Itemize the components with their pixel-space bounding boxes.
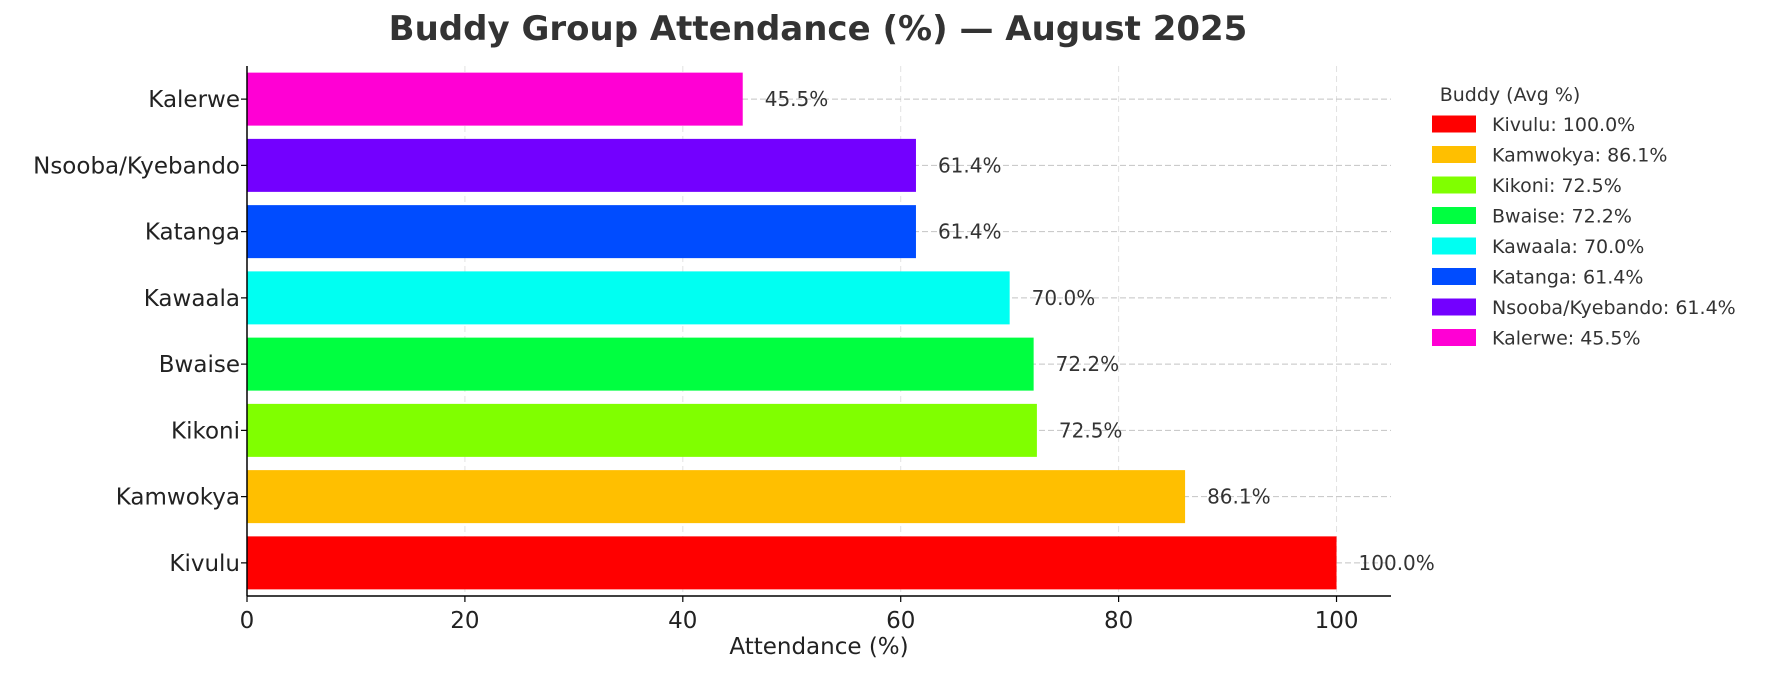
bar-kamwokya bbox=[247, 470, 1186, 524]
legend-entry: Kawaala: 70.0% bbox=[1492, 236, 1644, 258]
data-label: 72.5% bbox=[1059, 418, 1123, 442]
legend-entry: Kamwokya: 86.1% bbox=[1492, 145, 1667, 167]
y-tick-label: Kikoni bbox=[171, 418, 240, 444]
bar-kikoni bbox=[247, 403, 1037, 457]
y-tick-label: Bwaise bbox=[159, 352, 240, 378]
legend: Buddy (Avg %) Kivulu: 100.0% Kamwokya: 86… bbox=[1432, 84, 1736, 350]
y-tick-label: Kamwokya bbox=[116, 485, 240, 511]
chart-title: Buddy Group Attendance (%) — August 2025 bbox=[389, 9, 1248, 49]
data-label: 61.4% bbox=[938, 153, 1002, 177]
bar-bwaise bbox=[247, 337, 1034, 391]
legend-entry: Kikoni: 72.5% bbox=[1492, 175, 1622, 197]
y-tick-label: Kawaala bbox=[144, 286, 240, 312]
bar-kawaala bbox=[247, 271, 1010, 325]
data-label: 45.5% bbox=[765, 87, 829, 111]
y-tick-label: Kivulu bbox=[169, 551, 240, 577]
legend-swatch bbox=[1432, 146, 1476, 163]
data-label: 70.0% bbox=[1032, 286, 1096, 310]
legend-entry: Nsooba/Kyebando: 61.4% bbox=[1492, 297, 1736, 319]
bar-kivulu bbox=[247, 536, 1337, 590]
x-tick-label: 100 bbox=[1315, 608, 1359, 634]
legend-swatch bbox=[1432, 237, 1476, 255]
bar-katanga bbox=[247, 205, 916, 259]
legend-swatch bbox=[1432, 329, 1476, 346]
x-tick-label: 0 bbox=[240, 608, 255, 634]
bar-kalerwe bbox=[247, 72, 743, 126]
legend-swatch bbox=[1432, 207, 1476, 224]
legend-swatch bbox=[1432, 176, 1476, 194]
bar-nsooba-kyebando bbox=[247, 138, 916, 192]
legend-swatch bbox=[1432, 115, 1476, 133]
x-tick-label: 60 bbox=[886, 608, 915, 634]
legend-title: Buddy (Avg %) bbox=[1440, 84, 1581, 106]
y-tick-label: Katanga bbox=[145, 220, 240, 246]
data-label: 72.2% bbox=[1056, 352, 1120, 376]
bars: 100.0% 86.1% 72.5% 72.2% 70.0% 61.4% 61.4% 45.5… bbox=[247, 72, 1435, 590]
legend-entry: Kivulu: 100.0% bbox=[1492, 114, 1635, 136]
data-label: 86.1% bbox=[1207, 485, 1271, 509]
legend-swatch bbox=[1432, 268, 1476, 285]
legend-swatch bbox=[1432, 298, 1476, 316]
data-label: 61.4% bbox=[938, 220, 1002, 244]
data-label: 100.0% bbox=[1359, 551, 1435, 575]
legend-entry: Kalerwe: 45.5% bbox=[1492, 328, 1641, 350]
legend-entry: Katanga: 61.4% bbox=[1492, 267, 1643, 289]
x-tick-label: 80 bbox=[1104, 608, 1133, 634]
axes: Kivulu Kamwokya Kikoni Bwaise Kawaala Katanga… bbox=[33, 66, 1391, 634]
x-tick-label: 20 bbox=[450, 608, 479, 634]
x-axis-label: Attendance (%) bbox=[729, 634, 908, 660]
y-tick-label: Nsooba/Kyebando bbox=[33, 153, 240, 179]
x-tick-label: 40 bbox=[668, 608, 697, 634]
y-tick-label: Kalerwe bbox=[148, 87, 240, 113]
legend-entry: Bwaise: 72.2% bbox=[1492, 206, 1632, 228]
